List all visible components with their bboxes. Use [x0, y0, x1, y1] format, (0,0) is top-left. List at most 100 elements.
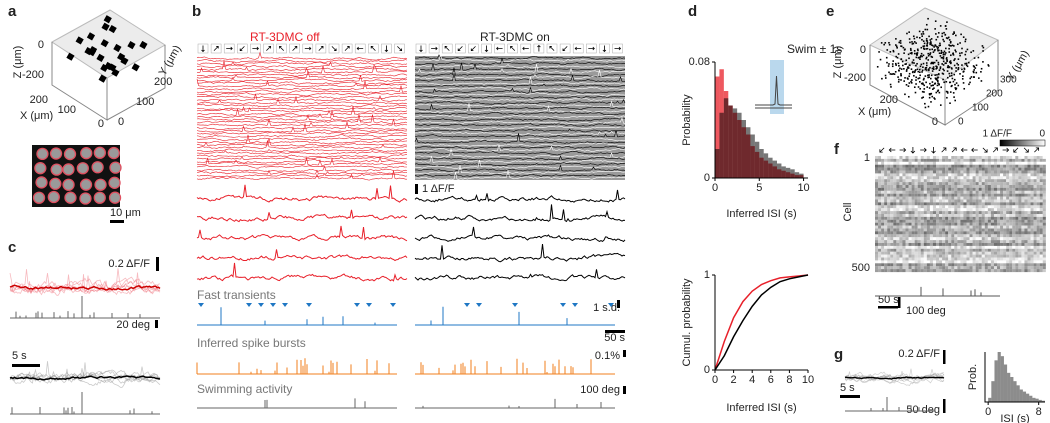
heatmap-cell: [887, 243, 891, 246]
heatmap-cell: [914, 211, 918, 215]
heatmap-cell: [887, 199, 891, 203]
heatmap-cell: [951, 164, 955, 168]
heatmap-cell: [899, 257, 903, 261]
direction-box: [546, 43, 558, 54]
heatmap-cell: [1012, 156, 1016, 159]
heatmap-cell: [960, 185, 964, 188]
heatmap-cell: [951, 216, 955, 220]
cell-body: [91, 161, 104, 174]
heatmap-cell: [951, 187, 955, 191]
heatmap-cell: [896, 231, 900, 235]
heatmap-cell: [997, 208, 1001, 212]
heatmap-cell: [890, 240, 894, 244]
cell-marker: [900, 79, 902, 81]
trace: [414, 57, 626, 66]
heatmap-cell: [1030, 228, 1034, 232]
cell-marker: [891, 73, 893, 75]
heatmap-cell: [990, 225, 994, 229]
heatmap-cell: [920, 257, 924, 261]
heatmap-cell: [1036, 243, 1040, 246]
heatmap-cell: [975, 240, 979, 244]
heatmap-cell: [884, 222, 888, 226]
cell-marker: [923, 45, 926, 47]
heatmap-cell: [1030, 161, 1034, 165]
heatmap-cell: [963, 225, 967, 229]
heatmap-cell: [917, 161, 921, 165]
heatmap-cell: [923, 225, 927, 229]
heatmap-cell: [963, 228, 967, 232]
cell-marker: [934, 74, 936, 76]
heatmap-cell: [987, 205, 991, 209]
heatmap-cell: [878, 251, 882, 255]
cell-marker: [935, 59, 938, 62]
heatmap-cell: [1036, 228, 1040, 232]
cell-marker: [948, 66, 950, 69]
heatmap-cell: [960, 187, 964, 191]
heatmap-cell: [939, 225, 943, 229]
heatmap-cell: [884, 164, 888, 168]
heatmap-cell: [978, 156, 982, 159]
heatmap-cell: [875, 269, 879, 273]
heatmap-cell: [1036, 257, 1040, 261]
heatmap-cell: [997, 260, 1001, 264]
scale-label: 50 deg: [906, 404, 940, 416]
heatmap-cell: [1000, 237, 1004, 241]
heatmap-cell: [1033, 205, 1037, 209]
heatmap-cell: [984, 211, 988, 215]
heatmap-cell: [984, 199, 988, 203]
heatmap-cell: [893, 266, 897, 270]
scale-label: 1 s.d.: [593, 302, 620, 314]
heatmap-cell: [893, 173, 897, 177]
heatmap-cell: [978, 164, 982, 168]
heatmap-cell: [875, 216, 879, 220]
heatmap-cell: [896, 170, 900, 174]
heatmap-cell: [945, 257, 949, 261]
heatmap-cell: [954, 205, 958, 209]
heatmap-cell: [1012, 202, 1016, 206]
heatmap-cell: [954, 225, 958, 229]
cell-marker: [928, 87, 931, 89]
heatmap-cell: [1006, 263, 1010, 267]
x-tick-label: 0: [712, 374, 718, 386]
heatmap-cell: [951, 190, 955, 194]
heatmap-cell: [1027, 245, 1031, 249]
heatmap-cell: [1027, 222, 1031, 226]
heatmap-cell: [966, 211, 970, 215]
heatmap-cell: [890, 219, 894, 223]
cell-marker: [933, 97, 935, 99]
cell-marker: [929, 42, 932, 44]
heatmap-cell: [1018, 161, 1022, 165]
heatmap-cell: [887, 170, 891, 174]
heatmap-cell: [875, 182, 879, 186]
cell-marker: [955, 88, 957, 91]
heatmap-cell: [1000, 164, 1004, 168]
heatmap-cell: [914, 205, 918, 209]
cell-marker: [903, 80, 905, 82]
heatmap-cell: [1039, 190, 1043, 194]
cell-marker: [939, 67, 942, 70]
heatmap-cell: [981, 182, 985, 186]
cell-marker: [928, 35, 930, 38]
event-marker: [476, 303, 482, 307]
heatmap-cell: [951, 240, 955, 244]
cell-marker: [935, 33, 937, 35]
cell-marker: [929, 39, 932, 41]
heatmap-cell: [1030, 222, 1034, 226]
heatmap-cell: [932, 234, 937, 238]
heatmap-cell: [1006, 243, 1010, 246]
cell-marker: [916, 62, 918, 65]
heatmap-cell: [978, 161, 982, 165]
heatmap-cell: [972, 156, 976, 159]
heatmap-cell: [981, 164, 985, 168]
heatmap-cell: [978, 260, 982, 264]
heatmap-cell: [975, 243, 979, 246]
heatmap-cell: [957, 190, 961, 194]
heatmap-cell: [951, 234, 955, 238]
heatmap-cell: [878, 254, 882, 258]
heatmap-cell: [954, 170, 958, 174]
heatmap-cell: [972, 173, 976, 177]
heatmap-cell: [951, 214, 955, 217]
heatmap-cell: [1021, 231, 1025, 235]
heatmap-cell: [960, 170, 964, 174]
cell-marker: [919, 71, 921, 74]
